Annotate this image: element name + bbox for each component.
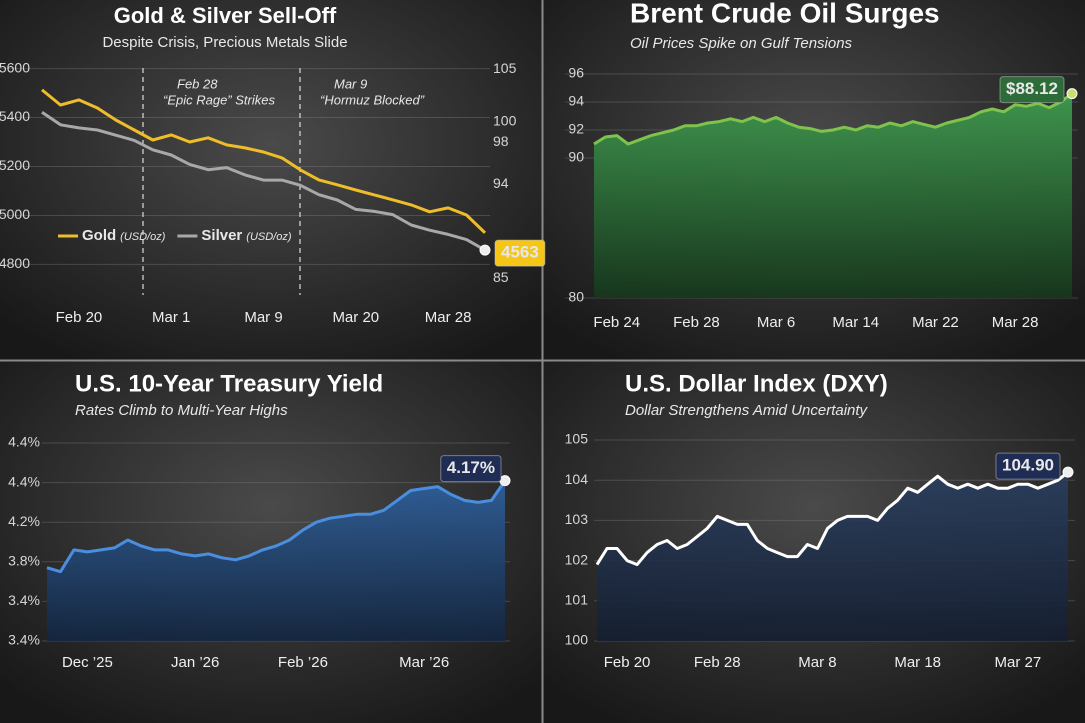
legend-label: Silver xyxy=(201,227,242,244)
x-tick-label: Feb 28 xyxy=(694,654,741,671)
line xyxy=(41,110,486,252)
y-tick-label: 3.4% xyxy=(8,632,40,648)
end-label-box xyxy=(999,76,1065,104)
y-tick-label: 104 xyxy=(565,471,589,487)
y-tick-label: 80 xyxy=(568,289,584,305)
chart-title: Gold & Silver Sell-Off xyxy=(114,3,337,28)
end-label-box xyxy=(494,239,546,267)
annotation-date: Mar 9 xyxy=(334,76,367,91)
x-tick-label: Feb 24 xyxy=(593,314,640,331)
end-dot xyxy=(1066,88,1078,100)
y-tick-label: 100 xyxy=(565,632,589,648)
y-tick-label: 3.8% xyxy=(8,553,40,569)
chart-subtitle: Despite Crisis, Precious Metals Slide xyxy=(102,34,347,51)
y-tick-label: 92 xyxy=(568,121,584,137)
y-tick-label: 102 xyxy=(565,551,589,567)
area xyxy=(597,472,1068,641)
chart-subtitle: Dollar Strengthens Amid Uncertainty xyxy=(625,402,869,419)
x-tick-label: Feb ’26 xyxy=(278,654,328,671)
y-tick-label: 96 xyxy=(568,65,584,81)
x-tick-label: Mar 6 xyxy=(757,314,795,331)
annotation-date: Feb 28 xyxy=(177,76,218,91)
x-tick-label: Mar 18 xyxy=(894,654,941,671)
x-tick-label: Mar 27 xyxy=(995,654,1042,671)
chart-subtitle: Rates Climb to Multi-Year Highs xyxy=(75,402,288,419)
line xyxy=(593,92,1073,146)
y2-tick-label: 98 xyxy=(493,133,509,149)
area xyxy=(47,480,505,641)
chart-title: Brent Crude Oil Surges xyxy=(630,0,940,28)
end-label-box xyxy=(440,455,502,483)
y-tick-label: 4.4% xyxy=(8,434,40,450)
y-tick-label: 4800 xyxy=(0,255,30,271)
annotation-text: “Hormuz Blocked” xyxy=(320,92,425,107)
end-dot xyxy=(479,244,491,256)
annotation-text: “Epic Rage” Strikes xyxy=(163,92,275,107)
y-tick-label: 5400 xyxy=(0,108,30,124)
y-tick-label: 5600 xyxy=(0,59,30,75)
y-tick-label: 101 xyxy=(565,592,589,608)
y2-tick-label: 105 xyxy=(493,60,517,76)
y-tick-label: 94 xyxy=(568,93,584,109)
x-tick-label: Mar 28 xyxy=(992,314,1039,331)
x-tick-label: Mar 28 xyxy=(425,309,472,326)
x-tick-label: Mar 22 xyxy=(912,314,959,331)
y-tick-label: 4.2% xyxy=(8,513,40,529)
legend-label: Gold xyxy=(82,227,116,244)
x-tick-label: Mar 8 xyxy=(798,654,836,671)
y-tick-label: 105 xyxy=(565,431,589,447)
legend-unit: (USD/oz) xyxy=(246,231,292,243)
y-tick-label: 5000 xyxy=(0,206,30,222)
x-tick-label: Mar 14 xyxy=(832,314,879,331)
y-tick-label: 103 xyxy=(565,511,589,527)
x-tick-label: Mar 9 xyxy=(244,309,282,326)
y-tick-label: 90 xyxy=(568,149,584,165)
end-dot xyxy=(1062,466,1074,478)
y2-tick-label: 85 xyxy=(493,269,509,285)
x-tick-label: Dec ’25 xyxy=(62,654,113,671)
y-tick-label: 4.4% xyxy=(8,473,40,489)
end-label: 4563 xyxy=(501,243,539,262)
x-tick-label: Mar ’26 xyxy=(399,654,449,671)
x-tick-label: Mar 1 xyxy=(152,309,190,326)
y-tick-label: 5200 xyxy=(0,157,30,173)
x-tick-label: Feb 20 xyxy=(56,309,103,326)
line xyxy=(46,479,507,574)
y2-tick-label: 100 xyxy=(493,112,517,128)
chart-title: U.S. 10-Year Treasury Yield xyxy=(75,370,383,397)
end-label-box xyxy=(995,452,1061,480)
chart-title: U.S. Dollar Index (DXY) xyxy=(625,370,888,397)
x-tick-label: Feb 20 xyxy=(604,654,651,671)
line xyxy=(41,88,487,234)
x-tick-label: Jan ’26 xyxy=(171,654,219,671)
area xyxy=(594,93,1072,298)
legend-unit: (USD/oz) xyxy=(120,231,166,243)
line xyxy=(595,471,1069,567)
y2-tick-label: 94 xyxy=(493,175,509,191)
end-label: 4.17% xyxy=(447,458,495,477)
chart-subtitle: Oil Prices Spike on Gulf Tensions xyxy=(630,35,853,52)
x-tick-label: Feb 28 xyxy=(673,314,720,331)
y-tick-label: 3.4% xyxy=(8,592,40,608)
end-label: 104.90 xyxy=(1002,456,1054,475)
end-label: $88.12 xyxy=(1006,79,1058,98)
x-tick-label: Mar 20 xyxy=(332,309,379,326)
